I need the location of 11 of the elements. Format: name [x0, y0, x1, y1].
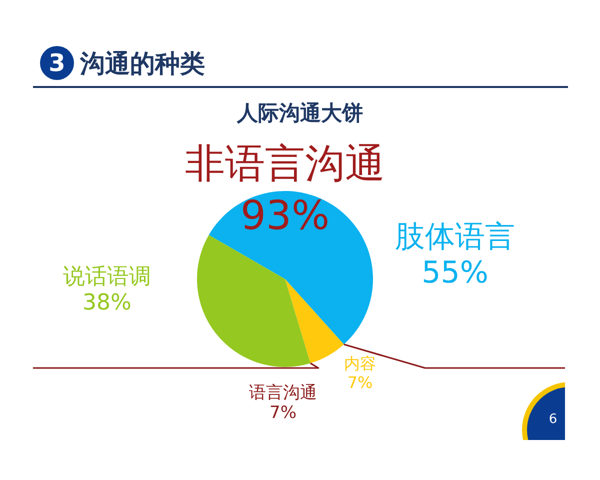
slice-label: 说话语调: [63, 264, 151, 290]
data-label: 55%: [422, 256, 488, 290]
slice-label: 肢体语言: [395, 220, 515, 254]
chart-title: 沟通的种类: [80, 48, 205, 80]
chart-subtitle: 人际沟通大饼: [236, 100, 364, 126]
data-label: 7%: [347, 373, 373, 392]
text: 语言沟通 7%: [248, 383, 318, 423]
text: 6: [548, 411, 558, 429]
text: 非语言沟通 93%: [185, 141, 385, 239]
slice-label: 内容: [344, 354, 376, 373]
data-label: 38%: [82, 290, 132, 316]
